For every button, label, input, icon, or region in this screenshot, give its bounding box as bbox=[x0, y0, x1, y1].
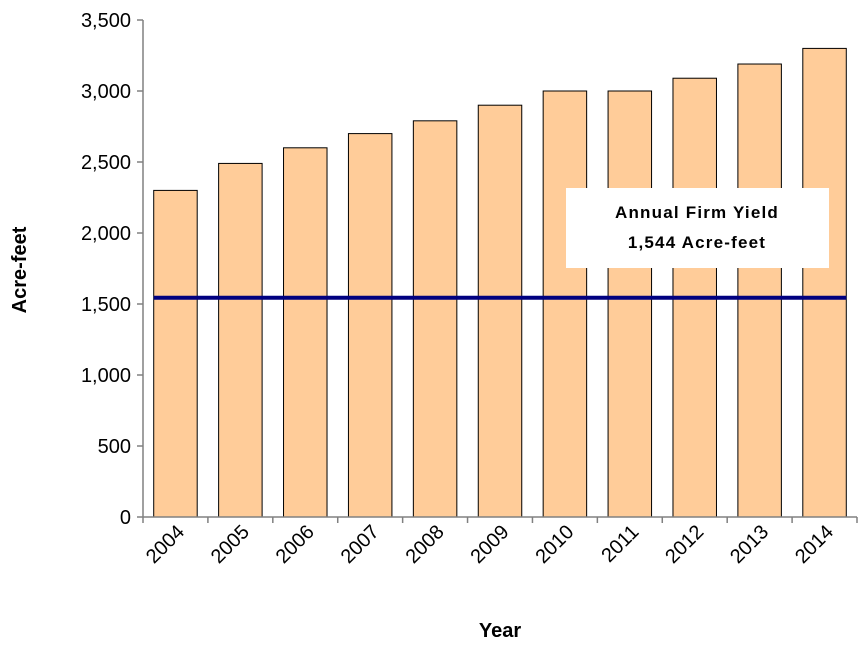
bar-2005 bbox=[218, 162, 263, 518]
x-tick-label: 2014 bbox=[791, 521, 838, 568]
bar-2006 bbox=[283, 147, 328, 518]
annotation: Annual Firm Yield 1,544 Acre-feet bbox=[566, 188, 829, 268]
y-tick-label: 3,500 bbox=[81, 10, 131, 32]
y-tick-label: 1,500 bbox=[81, 294, 131, 316]
bar-2009 bbox=[477, 104, 523, 518]
x-tick-label: 2009 bbox=[467, 521, 514, 568]
y-axis-title: Acre-feet bbox=[9, 226, 31, 313]
x-tick-label: 2013 bbox=[726, 521, 773, 568]
bars-layer bbox=[153, 47, 847, 518]
x-tick-label: 2007 bbox=[337, 521, 384, 568]
bar-2010 bbox=[542, 90, 588, 518]
x-tick-label: 2010 bbox=[531, 521, 578, 568]
y-tick-label: 1,000 bbox=[81, 365, 131, 387]
bar-2008 bbox=[412, 120, 458, 518]
bar-2014 bbox=[802, 47, 847, 518]
bar-2007 bbox=[347, 133, 393, 518]
x-tick-label: 2006 bbox=[272, 521, 319, 568]
bar-2013 bbox=[737, 63, 782, 518]
annotation-line-2: 1,544 Acre-feet bbox=[628, 233, 766, 252]
x-tick-label: 2004 bbox=[142, 521, 189, 568]
y-tick-label: 500 bbox=[98, 436, 131, 458]
bar-2004 bbox=[153, 189, 198, 518]
x-axis-title: Year bbox=[479, 620, 521, 642]
x-tick-label: 2008 bbox=[402, 521, 449, 568]
y-tick-label: 0 bbox=[120, 507, 131, 529]
y-tick-label: 3,000 bbox=[81, 81, 131, 103]
x-tick-label: 2005 bbox=[207, 521, 254, 568]
x-tick-label: 2012 bbox=[661, 521, 708, 568]
annotation-box bbox=[566, 188, 829, 268]
bar-2011 bbox=[607, 90, 653, 518]
y-tick-label: 2,000 bbox=[81, 223, 131, 245]
y-tick-label: 2,500 bbox=[81, 152, 131, 174]
x-tick-label: 2011 bbox=[597, 521, 643, 567]
annotation-line-1: Annual Firm Yield bbox=[615, 203, 779, 222]
